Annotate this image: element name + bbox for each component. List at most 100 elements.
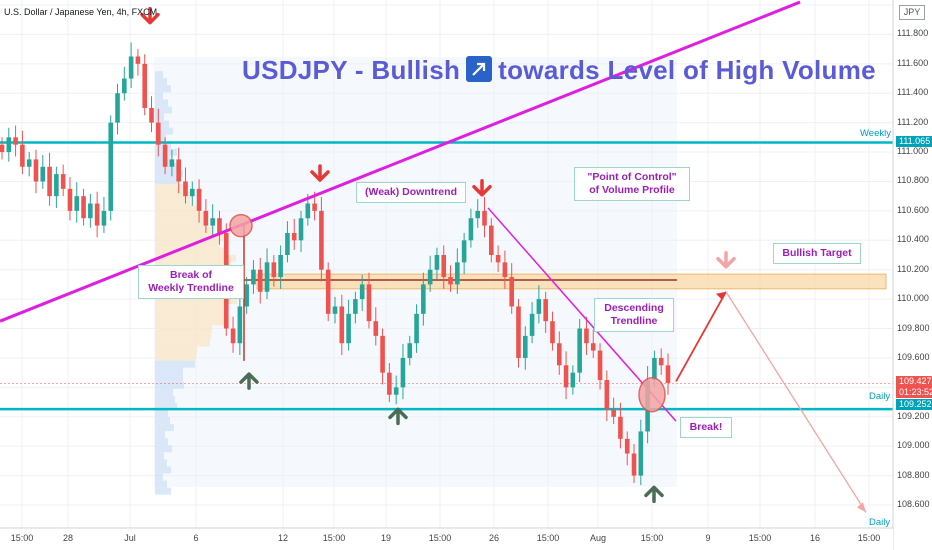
daily-lower-label: Daily [869, 517, 891, 528]
candle-body [434, 255, 440, 270]
price-tick-label: 111.400 [897, 87, 929, 98]
candle-body [550, 321, 555, 344]
candle-body [244, 284, 249, 307]
time-tick-label: 26 [488, 533, 500, 543]
currency-tag[interactable]: JPY [899, 5, 925, 20]
candles [0, 42, 671, 486]
projection-down-arrowhead [857, 502, 866, 513]
volume-bar [155, 113, 164, 121]
volume-bar [155, 155, 170, 163]
candle-body [305, 203, 311, 219]
volume-bar [155, 424, 174, 432]
candle-body [230, 328, 236, 344]
target-arrow-icon [716, 251, 736, 269]
candle-body [251, 269, 256, 285]
poc-zone [256, 273, 887, 290]
candle-body [489, 225, 494, 255]
candle-body [47, 166, 52, 197]
candle-body [94, 203, 100, 226]
price-tick-label: 110.200 [897, 263, 929, 274]
price-tick-label: 111.600 [897, 57, 929, 68]
candle-body [482, 210, 487, 226]
candle-body [176, 159, 181, 182]
volume-bar [155, 332, 211, 340]
candle-body [380, 335, 385, 373]
candle-body [387, 372, 392, 395]
volume-bar [155, 254, 236, 262]
candle-body [461, 240, 467, 263]
volume-bar [155, 346, 197, 354]
candle-body [135, 56, 141, 64]
candle-body [183, 181, 188, 197]
buy-arrow-icon [644, 485, 664, 504]
time-tick-label: 15:00 [748, 533, 772, 543]
volume-bar [155, 304, 226, 312]
candle-body [285, 232, 290, 255]
volume-bar [155, 353, 196, 361]
weekly-trendline [0, 0, 801, 323]
volume-bar [155, 233, 223, 241]
weak-downtrend-callout: (Weak) Downtrend [356, 182, 466, 203]
price-tick-label: 108.800 [897, 469, 930, 480]
candle-body [509, 277, 514, 307]
volume-bar [155, 318, 225, 326]
candle-body [264, 262, 270, 292]
candle-body [516, 306, 521, 358]
weekly-label: Weekly [860, 128, 891, 139]
candle-body [332, 306, 338, 314]
candle-body [20, 144, 25, 167]
candle-body [570, 372, 576, 388]
poc-callout: "Point of Control" of Volume Profile [574, 167, 690, 201]
time-tick-label: 15:00 [857, 533, 881, 543]
volume-bar [155, 473, 163, 481]
volume-bar [155, 452, 164, 460]
volume-bar [155, 431, 165, 439]
price-axis-bg [893, 0, 932, 550]
candle-body [604, 380, 610, 410]
candle-body [652, 357, 657, 380]
volume-bar [155, 374, 183, 382]
candle-body [74, 196, 80, 211]
candle-body [60, 174, 66, 189]
time-tick-label: 16 [809, 533, 821, 543]
candle-body [33, 159, 39, 182]
candle-body [271, 262, 277, 278]
candle-body [638, 431, 644, 476]
candle-body [142, 63, 148, 108]
candle-body [631, 453, 637, 476]
sell-arrow-icon [472, 178, 492, 197]
candle-body [393, 387, 399, 395]
candle-body [407, 343, 413, 358]
projection-path [675, 291, 727, 382]
candle-body [475, 210, 481, 219]
candle-body [237, 306, 243, 344]
candle-body [203, 210, 209, 226]
candle-body [54, 174, 59, 197]
volume-bar [155, 381, 184, 389]
volume-bar [155, 247, 228, 255]
daily-label: Daily [869, 391, 891, 402]
volume-bar [155, 466, 171, 474]
last-price-tag: 109.427 [896, 376, 932, 387]
candle-body [658, 357, 664, 366]
sell-arrow-icon [140, 6, 160, 25]
candle-body [618, 416, 623, 439]
candle-body [149, 107, 154, 123]
volume-bar [155, 395, 175, 403]
volume-bar [155, 177, 178, 185]
projection-down-path [725, 291, 867, 513]
volume-bar [155, 184, 186, 192]
candle-body [597, 350, 603, 380]
projection-arrowhead [716, 291, 726, 300]
time-tick-label: 28 [62, 533, 74, 543]
volume-bar [155, 402, 177, 410]
countdown-tag: 01:23:52 [896, 387, 932, 398]
candle-body [40, 166, 46, 182]
candle-body [162, 144, 168, 167]
candle-body [624, 438, 630, 454]
candle-body [128, 56, 134, 79]
candle-body [665, 365, 671, 383]
candle-body [359, 284, 365, 300]
candle-body [455, 262, 460, 285]
